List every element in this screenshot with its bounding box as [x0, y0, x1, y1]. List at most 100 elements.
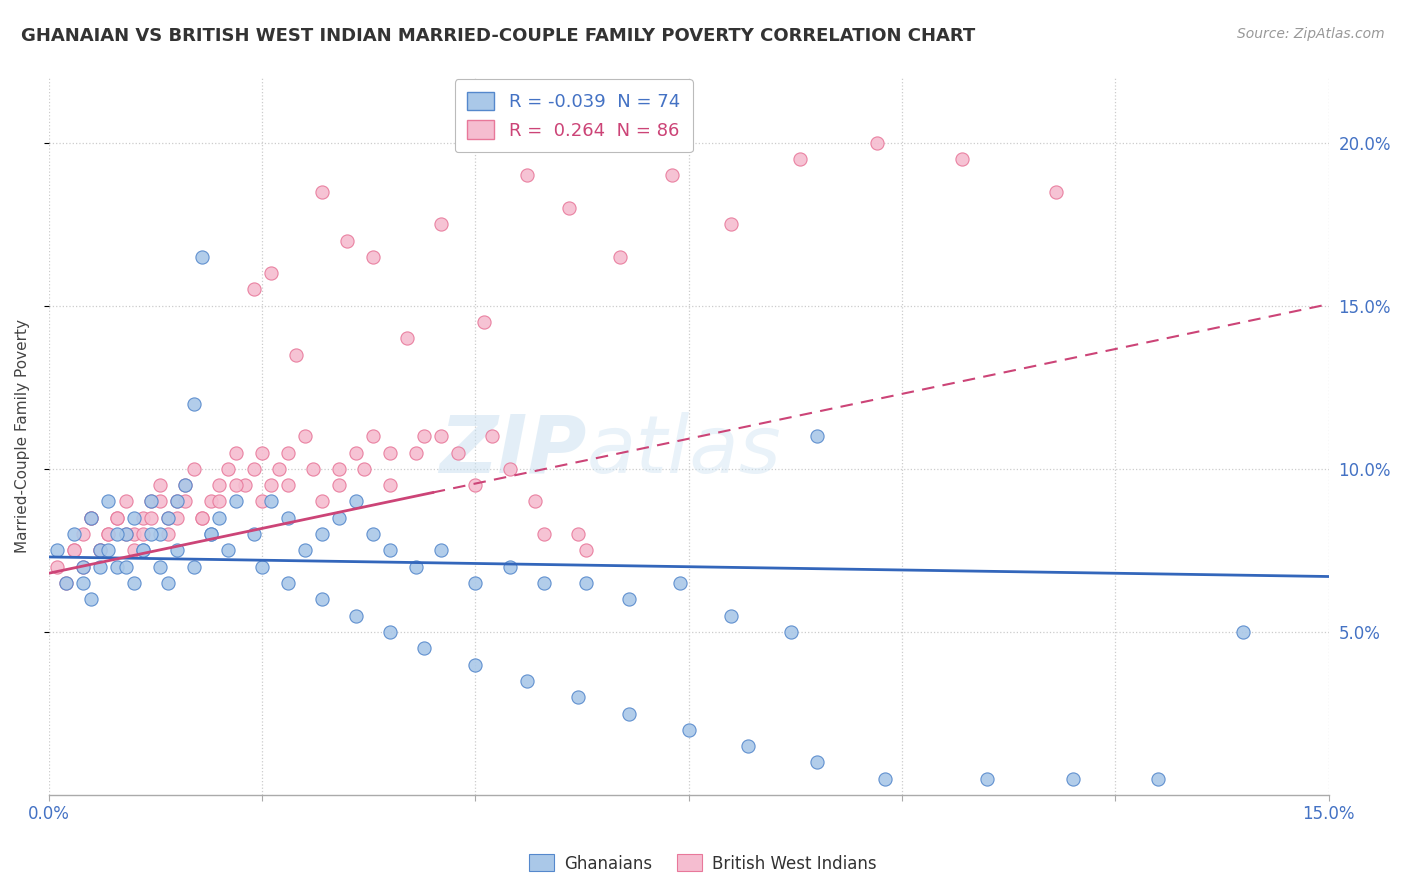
- Point: [141, 527, 163, 541]
- Point: [105, 527, 128, 541]
- Point: [617, 706, 640, 721]
- Point: [250, 494, 273, 508]
- Point: [259, 478, 281, 492]
- Point: [567, 690, 589, 705]
- Point: [498, 559, 520, 574]
- Point: [157, 527, 180, 541]
- Point: [277, 576, 299, 591]
- Point: [678, 723, 700, 737]
- Point: [285, 348, 308, 362]
- Point: [328, 478, 350, 492]
- Point: [533, 527, 555, 541]
- Point: [575, 543, 598, 558]
- Point: [250, 559, 273, 574]
- Point: [447, 445, 470, 459]
- Point: [141, 510, 163, 524]
- Y-axis label: Married-Couple Family Poverty: Married-Couple Family Poverty: [15, 319, 30, 553]
- Point: [122, 510, 145, 524]
- Point: [131, 510, 153, 524]
- Point: [105, 510, 128, 524]
- Point: [661, 169, 683, 183]
- Point: [72, 559, 94, 574]
- Point: [302, 462, 325, 476]
- Point: [89, 559, 111, 574]
- Point: [97, 527, 120, 541]
- Point: [72, 576, 94, 591]
- Point: [269, 462, 291, 476]
- Point: [344, 445, 367, 459]
- Point: [413, 429, 436, 443]
- Point: [669, 576, 692, 591]
- Point: [149, 478, 172, 492]
- Point: [166, 494, 188, 508]
- Point: [378, 478, 401, 492]
- Point: [183, 462, 205, 476]
- Point: [217, 462, 239, 476]
- Point: [464, 657, 486, 672]
- Point: [873, 772, 896, 786]
- Point: [149, 494, 172, 508]
- Point: [114, 527, 136, 541]
- Point: [720, 217, 742, 231]
- Point: [55, 576, 77, 591]
- Point: [336, 234, 359, 248]
- Point: [609, 250, 631, 264]
- Point: [430, 429, 453, 443]
- Point: [277, 445, 299, 459]
- Point: [200, 527, 222, 541]
- Point: [277, 478, 299, 492]
- Point: [141, 494, 163, 508]
- Point: [344, 608, 367, 623]
- Point: [149, 559, 172, 574]
- Point: [481, 429, 503, 443]
- Point: [208, 494, 231, 508]
- Point: [157, 510, 180, 524]
- Point: [191, 510, 214, 524]
- Point: [464, 478, 486, 492]
- Point: [806, 429, 828, 443]
- Point: [89, 543, 111, 558]
- Text: ZIP: ZIP: [439, 411, 586, 490]
- Point: [259, 266, 281, 280]
- Point: [105, 510, 128, 524]
- Point: [225, 445, 247, 459]
- Point: [311, 494, 333, 508]
- Point: [166, 494, 188, 508]
- Point: [328, 462, 350, 476]
- Point: [361, 429, 384, 443]
- Point: [575, 576, 598, 591]
- Point: [413, 641, 436, 656]
- Legend: R = -0.039  N = 74, R =  0.264  N = 86: R = -0.039 N = 74, R = 0.264 N = 86: [454, 79, 693, 153]
- Point: [217, 543, 239, 558]
- Point: [122, 543, 145, 558]
- Point: [294, 429, 316, 443]
- Point: [378, 445, 401, 459]
- Point: [405, 445, 427, 459]
- Point: [46, 559, 69, 574]
- Point: [72, 559, 94, 574]
- Point: [191, 510, 214, 524]
- Point: [558, 201, 581, 215]
- Point: [131, 543, 153, 558]
- Point: [105, 559, 128, 574]
- Point: [361, 527, 384, 541]
- Point: [80, 510, 103, 524]
- Point: [720, 608, 742, 623]
- Point: [157, 576, 180, 591]
- Point: [63, 543, 86, 558]
- Point: [46, 543, 69, 558]
- Point: [806, 756, 828, 770]
- Point: [174, 478, 197, 492]
- Point: [396, 331, 419, 345]
- Point: [294, 543, 316, 558]
- Legend: Ghanaians, British West Indians: Ghanaians, British West Indians: [523, 847, 883, 880]
- Point: [405, 559, 427, 574]
- Point: [311, 185, 333, 199]
- Point: [259, 494, 281, 508]
- Point: [617, 592, 640, 607]
- Point: [567, 527, 589, 541]
- Point: [516, 673, 538, 688]
- Point: [200, 494, 222, 508]
- Point: [208, 478, 231, 492]
- Point: [89, 543, 111, 558]
